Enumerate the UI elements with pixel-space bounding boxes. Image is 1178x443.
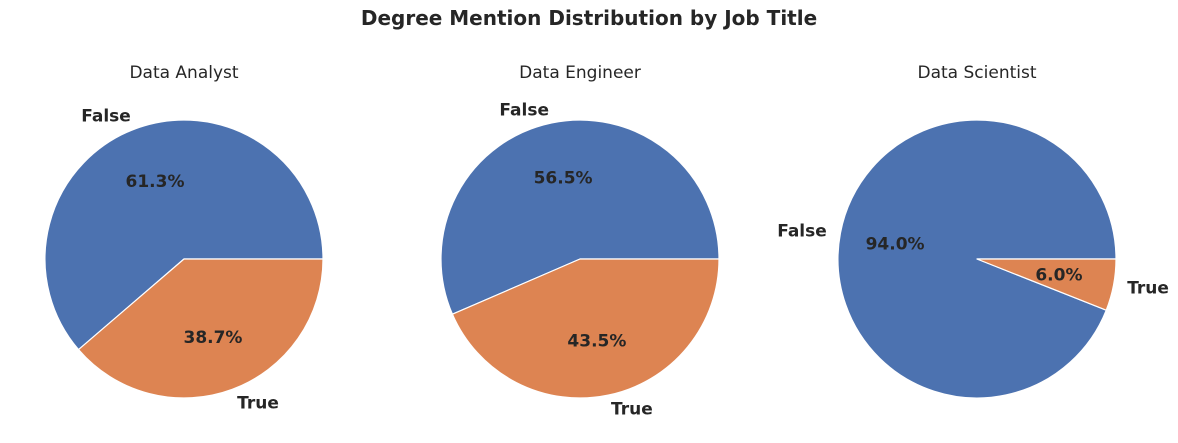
pie-slice-true: [77, 258, 324, 399]
slice-category-label: False: [81, 107, 131, 127]
slice-category-label: False: [499, 100, 549, 120]
slice-category-label: True: [1127, 279, 1169, 299]
pie-title: Data Analyst: [129, 63, 238, 83]
pie-slice-false: [44, 119, 324, 351]
slice-percent-label: 94.0%: [866, 234, 925, 254]
slice-percent-label: 43.5%: [567, 332, 626, 352]
slice-percent-label: 6.0%: [1035, 266, 1082, 286]
slice-percent-label: 61.3%: [126, 172, 185, 192]
pie-slice-true: [976, 258, 1117, 311]
slice-category-label: True: [237, 393, 279, 413]
slice-category-label: True: [611, 400, 653, 420]
slice-percent-label: 56.5%: [534, 168, 593, 188]
figure-title: Degree Mention Distribution by Job Title: [360, 6, 818, 30]
slice-percent-label: 38.7%: [183, 328, 242, 348]
pie-title: Data Scientist: [918, 63, 1037, 83]
slice-category-label: False: [777, 221, 827, 241]
pie-chart: Data Scientist 94.0% False 6.0% True: [777, 63, 1169, 399]
pie-title: Data Engineer: [519, 63, 641, 83]
pie-slice-true: [451, 258, 720, 399]
pie-chart: Data Engineer 56.5% False 43.5% True: [440, 63, 720, 420]
pie-chart: Data Analyst 61.3% False 38.7% True: [44, 63, 324, 413]
pie-slice-false: [440, 119, 720, 315]
